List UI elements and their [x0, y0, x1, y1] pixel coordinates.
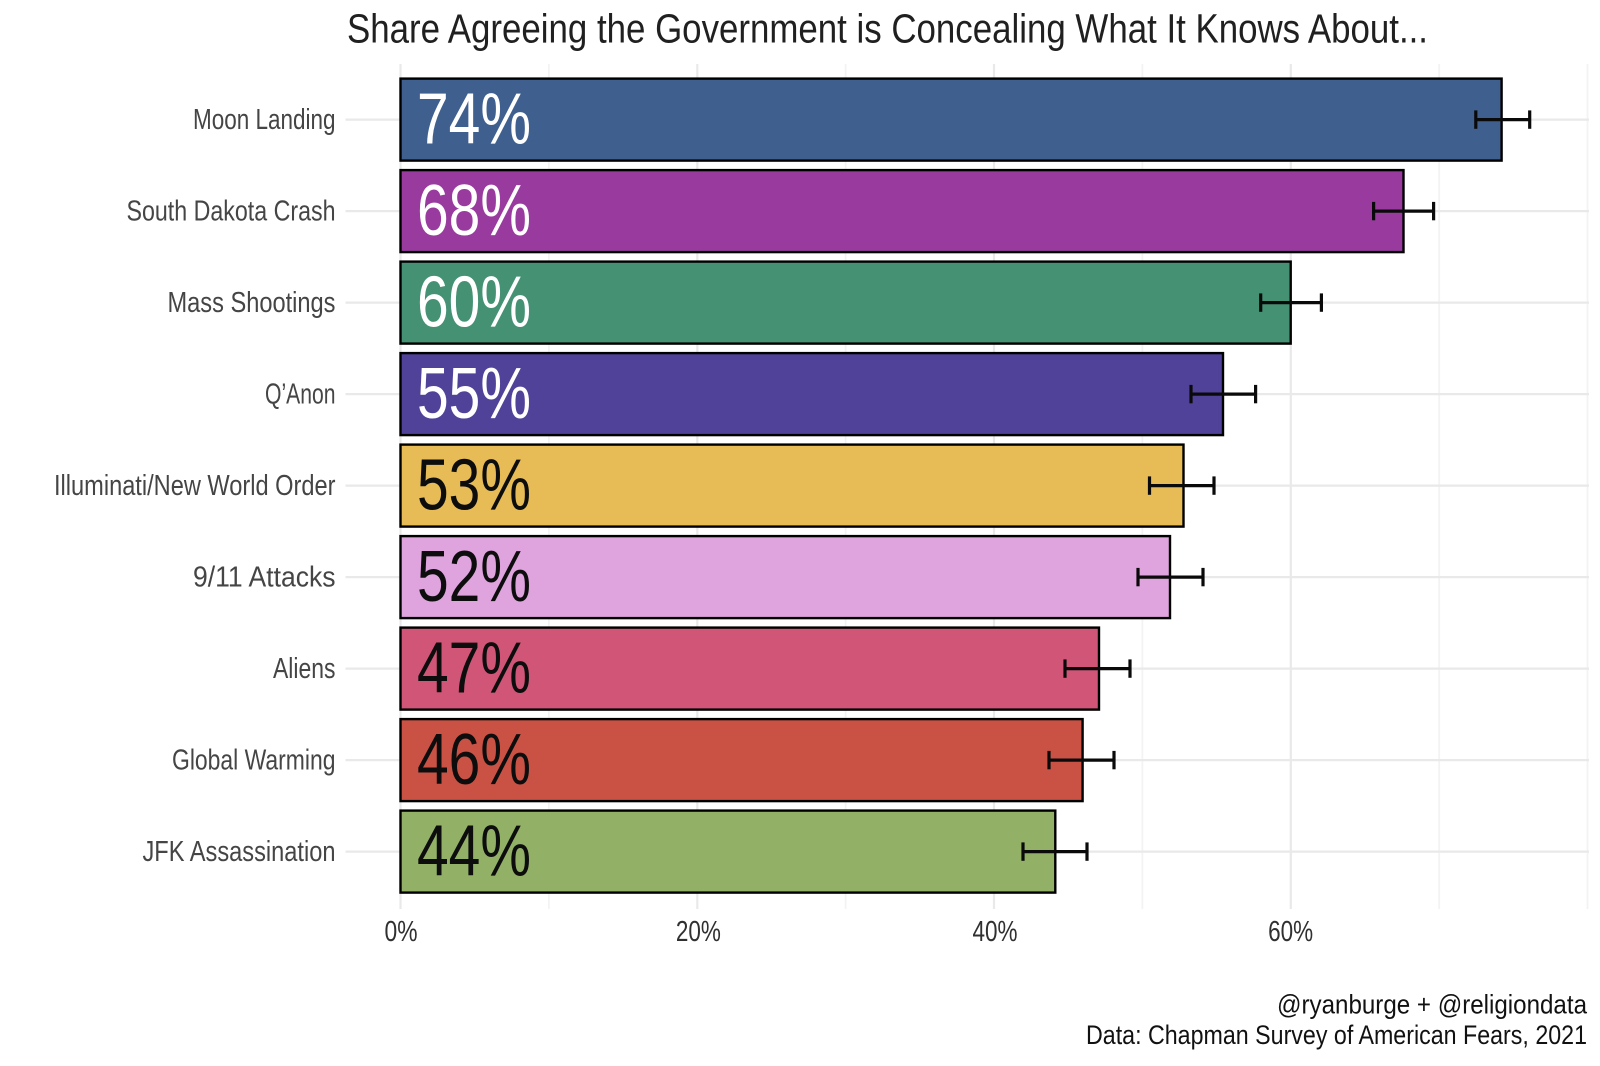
svg-text:0%: 0% — [385, 916, 418, 948]
svg-text:20%: 20% — [676, 916, 721, 948]
svg-text:South Dakota Crash: South Dakota Crash — [127, 196, 336, 228]
svg-text:Mass Shootings: Mass Shootings — [168, 287, 336, 319]
svg-text:@ryanburge + @religiondata: @ryanburge + @religiondata — [1277, 990, 1587, 1020]
svg-text:55%: 55% — [417, 353, 531, 434]
svg-text:Moon Landing: Moon Landing — [193, 104, 336, 136]
svg-text:Aliens: Aliens — [273, 653, 336, 685]
svg-text:40%: 40% — [973, 916, 1018, 948]
svg-text:46%: 46% — [417, 719, 531, 800]
svg-text:44%: 44% — [417, 811, 531, 892]
svg-text:53%: 53% — [417, 445, 531, 526]
svg-text:Data: Chapman Survey of Americ: Data: Chapman Survey of American Fears, … — [1086, 1020, 1587, 1050]
svg-text:74%: 74% — [417, 79, 531, 160]
svg-text:JFK Assassination: JFK Assassination — [143, 836, 336, 868]
svg-text:Illuminati/New World Order: Illuminati/New World Order — [54, 470, 336, 502]
svg-text:52%: 52% — [417, 536, 531, 617]
svg-text:47%: 47% — [417, 628, 531, 709]
svg-text:60%: 60% — [417, 262, 531, 343]
svg-text:68%: 68% — [417, 170, 531, 251]
svg-text:Share Agreeing the Government: Share Agreeing the Government is Conceal… — [347, 6, 1428, 52]
svg-text:Q’Anon: Q’Anon — [265, 379, 336, 411]
svg-text:60%: 60% — [1268, 916, 1313, 948]
svg-text:9/11 Attacks: 9/11 Attacks — [193, 562, 336, 594]
svg-text:Global Warming: Global Warming — [172, 745, 336, 777]
